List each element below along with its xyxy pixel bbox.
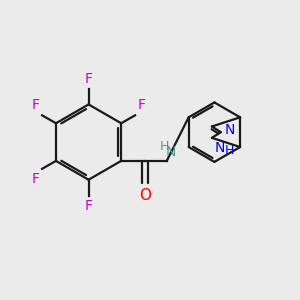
Text: F: F (31, 98, 39, 112)
Text: N: N (166, 145, 176, 159)
Text: N: N (215, 141, 225, 155)
Text: H: H (225, 144, 234, 157)
Text: F: F (138, 98, 146, 112)
Text: F: F (85, 199, 93, 212)
Text: O: O (139, 188, 151, 202)
Text: F: F (85, 72, 93, 86)
Text: F: F (31, 172, 39, 186)
Text: N: N (225, 123, 235, 137)
Text: H: H (160, 140, 170, 153)
